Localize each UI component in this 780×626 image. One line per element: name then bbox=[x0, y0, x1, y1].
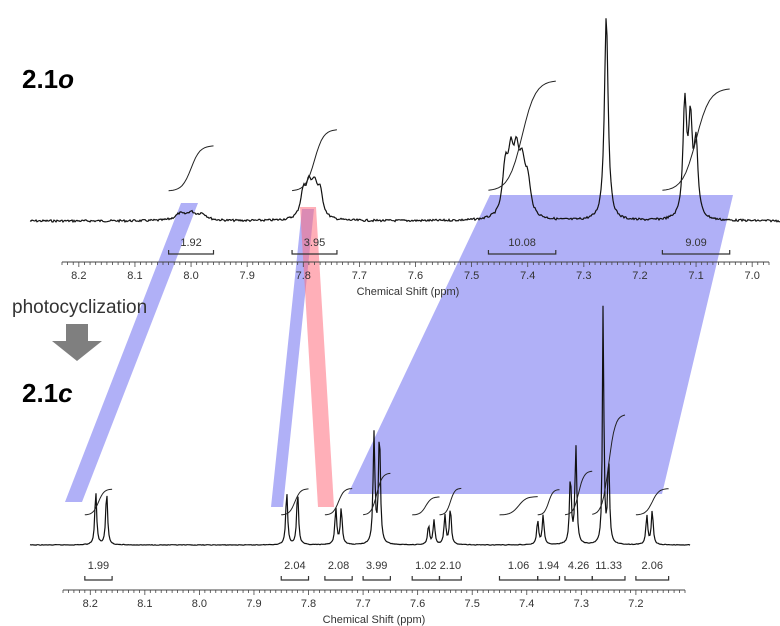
integral-curve bbox=[363, 472, 391, 516]
tick-label: 7.0 bbox=[745, 270, 760, 282]
tick-label: 7.7 bbox=[355, 598, 370, 610]
integral-bracket bbox=[168, 250, 215, 255]
tick-label: 7.5 bbox=[465, 598, 480, 610]
integral-value: 1.94 bbox=[538, 560, 559, 572]
compound-label-2-1o: 2.1o bbox=[22, 64, 74, 94]
tick-label: 7.7 bbox=[352, 270, 367, 282]
integral-value: 2.06 bbox=[642, 560, 663, 572]
tick-label: 7.4 bbox=[520, 270, 535, 282]
tick-label: 7.8 bbox=[301, 598, 316, 610]
down-arrow-icon bbox=[52, 324, 102, 361]
integral-value: 3.95 bbox=[304, 237, 325, 249]
compound-label-2-1c: 2.1c bbox=[22, 378, 73, 408]
integral-bracket bbox=[411, 576, 441, 581]
integral-curve bbox=[84, 488, 113, 516]
integral-bars-2-1o: 1.92 3.95 10.08 9.09 bbox=[168, 237, 731, 255]
integral-bracket bbox=[498, 576, 539, 581]
integral-value: 2.04 bbox=[284, 560, 305, 572]
integral-value: 1.99 bbox=[88, 560, 109, 572]
integral-bracket bbox=[661, 250, 731, 255]
tick-label: 7.8 bbox=[296, 270, 311, 282]
integral-bracket bbox=[291, 250, 338, 255]
tick-label: 7.1 bbox=[688, 270, 703, 282]
integral-value: 2.10 bbox=[440, 560, 461, 572]
integral-curves-2-1o bbox=[168, 80, 730, 192]
tick-label: 8.2 bbox=[83, 598, 98, 610]
compound-number-2-1c: 2.1 bbox=[22, 378, 58, 408]
integral-curve bbox=[412, 496, 440, 516]
integral-curve bbox=[488, 80, 556, 191]
integral-bracket bbox=[324, 576, 353, 581]
integral-bracket bbox=[537, 576, 561, 581]
integral-curve bbox=[324, 488, 353, 516]
tick-label: 7.2 bbox=[628, 598, 643, 610]
integral-value: 3.99 bbox=[366, 560, 387, 572]
integral-curve bbox=[564, 470, 593, 516]
reaction-label: photocyclization bbox=[12, 297, 147, 318]
spectrum-2-1o: 1.92 3.95 10.08 9.09 8.2 8.1 8.0 7.9 7.8 7.7 7.6 7… bbox=[29, 18, 780, 298]
integral-value: 9.09 bbox=[685, 237, 706, 249]
compound-suffix-2-1o: o bbox=[58, 64, 74, 94]
integral-bracket bbox=[362, 576, 391, 581]
correlation-bands bbox=[65, 195, 733, 507]
axis-title-2-1c: Chemical Shift (ppm) bbox=[323, 614, 426, 626]
tick-label: 7.6 bbox=[410, 598, 425, 610]
spectrum-trace-2-1o bbox=[29, 18, 780, 224]
tick-label: 7.6 bbox=[408, 270, 423, 282]
integral-bracket bbox=[84, 576, 113, 581]
integral-value: 1.02 bbox=[415, 560, 436, 572]
x-axis-2-1o: 8.2 8.1 8.0 7.9 7.8 7.7 7.6 7.5 7.4 7.3 7.2 7.1 7.0 bbox=[61, 261, 770, 282]
tick-label: 7.3 bbox=[576, 270, 591, 282]
tick-label: 7.3 bbox=[574, 598, 589, 610]
integral-curve bbox=[662, 88, 730, 191]
tick-label: 7.9 bbox=[240, 270, 255, 282]
integral-curves-2-1c bbox=[84, 414, 669, 516]
integral-curve bbox=[499, 496, 538, 516]
blue-band-7-8 bbox=[271, 209, 314, 507]
tick-label: 7.2 bbox=[632, 270, 647, 282]
tick-label: 8.2 bbox=[71, 270, 86, 282]
integral-bracket bbox=[438, 576, 462, 581]
tick-label: 7.5 bbox=[464, 270, 479, 282]
integral-value: 10.08 bbox=[508, 237, 536, 249]
integral-curve bbox=[281, 488, 309, 516]
blue-band-8-0 bbox=[65, 203, 198, 502]
integral-value: 11.33 bbox=[595, 560, 622, 572]
integral-curve bbox=[537, 489, 560, 516]
tick-label: 8.1 bbox=[127, 270, 142, 282]
axis-title-2-1o: Chemical Shift (ppm) bbox=[357, 286, 460, 298]
integral-value: 4.26 bbox=[568, 560, 589, 572]
integral-value: 1.92 bbox=[180, 237, 201, 249]
integral-value: 2.08 bbox=[328, 560, 349, 572]
integral-value: 1.06 bbox=[508, 560, 529, 572]
x-axis-2-1c: 8.2 8.1 8.0 7.9 7.8 7.7 7.6 7.5 7.4 7.3 7.2 bbox=[62, 589, 686, 610]
tick-label: 7.9 bbox=[246, 598, 261, 610]
compound-suffix-2-1c: c bbox=[58, 378, 73, 408]
tick-label: 8.0 bbox=[192, 598, 207, 610]
integral-bracket bbox=[280, 576, 310, 581]
integral-bracket bbox=[487, 250, 557, 255]
blue-band-aromatic bbox=[348, 195, 733, 494]
integral-curve bbox=[439, 487, 462, 516]
integral-curve bbox=[292, 129, 337, 192]
integral-curve bbox=[168, 145, 214, 192]
spectrum-2-1c: 1.99 2.04 2.08 3.99 1.02 2.10 1.06 1.94 4.26 11.3… bbox=[29, 305, 691, 626]
integral-bracket bbox=[564, 576, 593, 581]
red-band-7-78 bbox=[300, 207, 334, 507]
integral-curve bbox=[592, 414, 626, 515]
compound-number-2-1o: 2.1 bbox=[22, 64, 58, 94]
tick-label: 8.0 bbox=[183, 270, 198, 282]
tick-label: 7.4 bbox=[519, 598, 534, 610]
tick-label: 8.1 bbox=[137, 598, 152, 610]
integral-curve bbox=[635, 488, 669, 516]
integral-bracket bbox=[635, 576, 670, 581]
integral-bars-2-1c: 1.99 2.04 2.08 3.99 1.02 2.10 1.06 1.94 4.26 11.3… bbox=[84, 560, 670, 581]
integral-bracket bbox=[591, 576, 626, 581]
spectrum-trace-2-1c bbox=[29, 305, 691, 546]
